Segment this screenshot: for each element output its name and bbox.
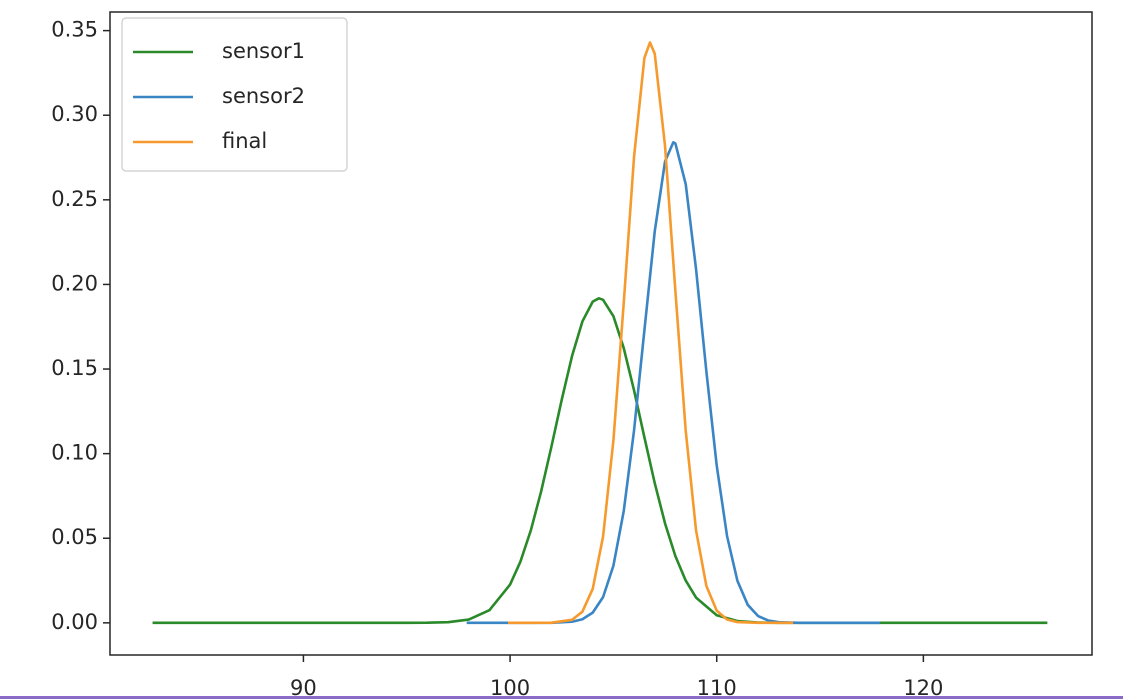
legend-label: sensor1 bbox=[222, 39, 305, 63]
x-tick-label: 110 bbox=[697, 676, 737, 699]
x-tick-label: 100 bbox=[490, 676, 530, 699]
legend-box bbox=[121, 17, 348, 172]
y-tick-label: 0.25 bbox=[51, 187, 98, 211]
y-tick-label: 0.15 bbox=[51, 356, 98, 380]
legend-label: sensor2 bbox=[222, 84, 305, 108]
y-tick-label: 0.20 bbox=[51, 271, 98, 295]
y-tick-label: 0.00 bbox=[51, 610, 98, 634]
y-tick-label: 0.05 bbox=[51, 525, 98, 549]
y-tick-label: 0.35 bbox=[51, 18, 98, 42]
legend-label: final bbox=[222, 129, 267, 153]
series-line bbox=[508, 41, 794, 625]
legend: sensor1 sensor2 final bbox=[121, 17, 348, 172]
plot-area bbox=[152, 41, 1048, 625]
axes-frame bbox=[109, 11, 1093, 656]
x-tick-label: 90 bbox=[290, 676, 317, 699]
series-line bbox=[466, 140, 880, 625]
y-tick-label: 0.10 bbox=[51, 441, 98, 465]
x-tick-label: 120 bbox=[903, 676, 943, 699]
y-tick-label: 0.30 bbox=[51, 102, 98, 126]
